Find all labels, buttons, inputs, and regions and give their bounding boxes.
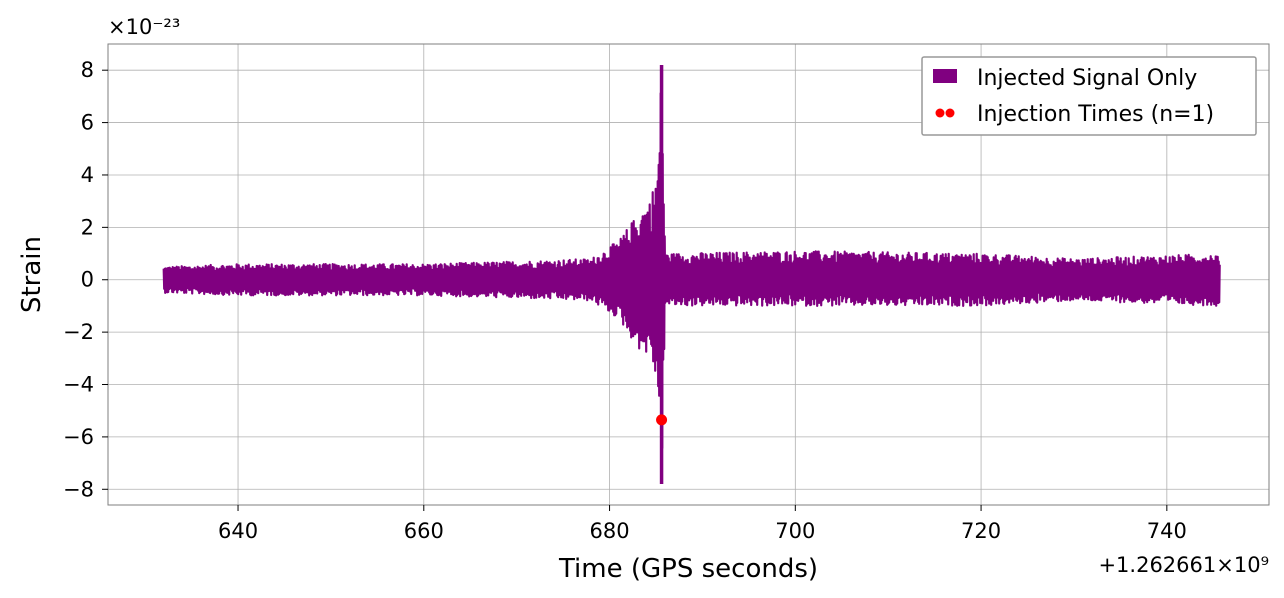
x-tick-label: 740 (1147, 519, 1187, 543)
series-layer (162, 64, 1221, 485)
legend-label-injection: Injection Times (n=1) (977, 102, 1214, 127)
legend-label-signal: Injected Signal Only (977, 66, 1197, 91)
y-tick-label: −8 (63, 477, 94, 501)
legend-swatch-signal (933, 69, 957, 83)
signal-line (162, 92, 1221, 450)
x-tick-label: 660 (404, 519, 444, 543)
y-tick-label: 0 (81, 268, 94, 292)
plot-frame (107, 43, 1270, 506)
x-tick-label: 680 (590, 519, 630, 543)
legend: Injected Signal Only Injection Times (n=… (921, 56, 1257, 136)
legend-box (921, 56, 1257, 136)
y-tick-label: 2 (81, 215, 94, 239)
x-tick-label: 640 (218, 519, 258, 543)
y-tick-label: 6 (81, 111, 94, 135)
legend-marker-injection (935, 108, 945, 118)
ticks: 640 660 680 700 720 740 −8 −6 −4 −2 0 2 4 6 8 (63, 58, 1187, 543)
x-axis-label: Time (GPS seconds) (558, 554, 818, 584)
x-tick-label: 700 (775, 519, 815, 543)
x-offset-label: +1.262661×10⁹ (1098, 553, 1269, 577)
y-tick-label: −2 (63, 320, 94, 344)
y-tick-label: 4 (81, 163, 94, 187)
x-tick-label: 720 (961, 519, 1001, 543)
y-tick-label: 8 (81, 58, 94, 82)
y-axis-label: Strain (17, 236, 47, 313)
injection-point (656, 414, 668, 426)
y-scale-label: ×10⁻²³ (108, 15, 180, 39)
y-tick-label: −4 (63, 373, 94, 397)
legend-marker-injection (945, 108, 955, 118)
y-tick-label: −6 (63, 425, 94, 449)
